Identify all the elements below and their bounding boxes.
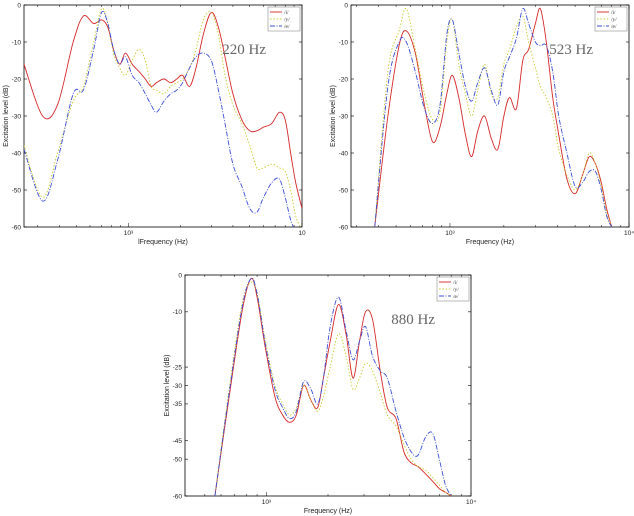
- chart-panel-2: 0 -10 -20 -30 -40 -50 -60 10³ 10⁴ Frequency (Hz) E…: [330, 2, 634, 246]
- frequency-annotation: 523 Hz: [549, 42, 593, 58]
- y-tick-label: 0: [344, 2, 348, 9]
- y-tick-label: -10: [12, 39, 22, 46]
- y-tick-label: -30: [173, 383, 183, 390]
- series-group: [24, 7, 302, 227]
- frequency-annotation: 880 Hz: [391, 312, 435, 328]
- y-tick-label: -20: [12, 76, 22, 83]
- series-line-1: [214, 277, 452, 496]
- y-tick-label: -30: [12, 113, 22, 120]
- y-tick-label: -40: [339, 150, 349, 157]
- series-line-3: [214, 277, 452, 496]
- legend-label: /e/: [611, 24, 617, 30]
- x-tick-label: 10³: [124, 230, 134, 237]
- y-axis-label: Excitation level (dB): [330, 85, 337, 147]
- y-tick-label: -30: [339, 113, 349, 120]
- frequency-annotation: 220 Hz: [222, 42, 266, 58]
- y-tick-label: -50: [339, 187, 349, 194]
- y-tick-label: -60: [339, 224, 349, 231]
- legend-label: /y/: [611, 17, 617, 23]
- legend-label: /i/: [611, 10, 616, 16]
- x-tick-label: 10³: [262, 499, 272, 506]
- series-group: [374, 7, 613, 227]
- legend: /i//y//e/: [267, 6, 301, 32]
- x-tick-label: 10³: [445, 230, 455, 237]
- legend-label: /y/: [284, 17, 290, 23]
- y-tick-label: -25: [173, 364, 183, 371]
- legend-label: /e/: [284, 24, 290, 30]
- series-line-3: [24, 10, 294, 227]
- legend: /i//y//e/: [594, 6, 628, 32]
- y-tick-label: -50: [12, 187, 22, 194]
- series-line-2: [24, 7, 301, 227]
- series-line-3: [374, 7, 613, 227]
- series-group: [214, 277, 452, 496]
- x-axis-label: Frequency (Hz): [304, 508, 352, 515]
- plot-frame: [23, 4, 303, 228]
- plot-frame: [350, 4, 630, 228]
- legend-label: /y/: [453, 287, 459, 293]
- y-tick-label: -60: [173, 493, 183, 500]
- legend: /i//y//e/: [436, 276, 470, 302]
- series-line-1: [374, 7, 613, 227]
- x-tick-label: 10⁴: [466, 499, 476, 506]
- legend-label: /i/: [284, 10, 289, 16]
- y-tick-label: -50: [173, 456, 183, 463]
- legend-label: /e/: [453, 294, 459, 300]
- y-tick-label: 0: [17, 2, 21, 9]
- x-axis-label: lFrequency (Hz): [138, 239, 188, 246]
- y-tick-label: -35: [173, 401, 183, 408]
- y-tick-label: -60: [12, 224, 22, 231]
- y-axis-label: Excitation level (dB): [3, 85, 10, 147]
- y-tick-label: -20: [339, 76, 349, 83]
- chart-panel-3: 0 -10 -25 -30 -35 -45 -50 -60 10³ 10⁴ Frequency (H…: [164, 272, 476, 515]
- x-axis-label: Frequency (Hz): [466, 239, 514, 246]
- y-axis-label: Excitation level (dB): [164, 355, 171, 417]
- series-line-2: [374, 7, 613, 227]
- y-tick-label: 0: [178, 272, 182, 279]
- x-tick-label: 10⁴: [624, 230, 634, 237]
- x-tick-label: 10: [298, 230, 306, 237]
- series-line-1: [24, 11, 302, 209]
- legend-label: /i/: [453, 280, 458, 286]
- y-tick-label: -10: [339, 39, 349, 46]
- plot-frame: [184, 274, 472, 497]
- y-tick-label: -10: [173, 309, 183, 316]
- y-tick-label: -40: [12, 150, 22, 157]
- chart-panel-1: 0 -10 -20 -30 -40 -50 -60 10³ 10 lFrequency (Hz) E…: [3, 2, 306, 246]
- series-line-2: [214, 281, 452, 496]
- y-tick-label: -45: [173, 438, 183, 445]
